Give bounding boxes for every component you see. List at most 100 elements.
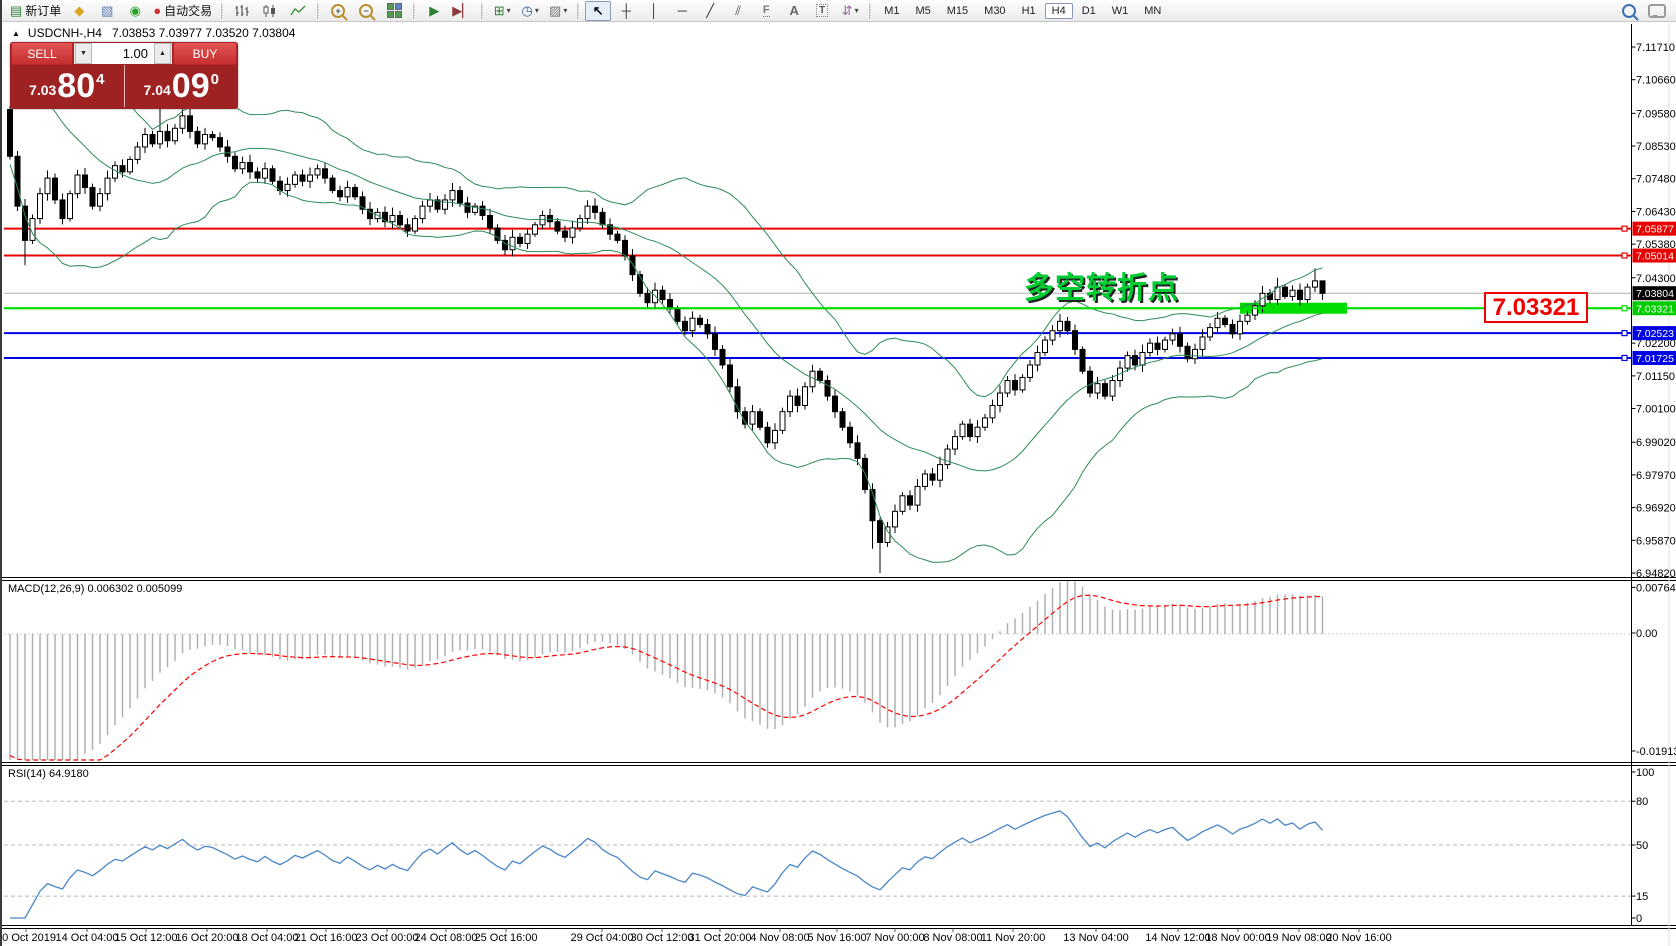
zoom-out-button[interactable]: − <box>353 1 379 21</box>
new-order-button[interactable]: ▤ 新订单 <box>7 1 64 21</box>
timeframe-m1[interactable]: M1 <box>884 4 900 17</box>
time-label: 4 Nov 08:00 <box>750 932 809 944</box>
price-tick-label: 7.00100 <box>1636 404 1676 416</box>
sell-price[interactable]: 7.03 80 4 <box>10 65 125 107</box>
buy-price[interactable]: 7.04 09 0 <box>125 65 239 107</box>
macd-signal-line <box>9 594 1323 761</box>
cursor-button[interactable]: ↖ <box>585 0 612 21</box>
time-label: 11 Nov 20:00 <box>981 932 1046 944</box>
chart-ohlc-values: 7.03853 7.03977 7.03520 7.03804 <box>111 26 296 40</box>
toolbar-separator <box>413 2 416 19</box>
timeframe-h4[interactable]: H4 <box>1044 2 1073 19</box>
chevron-down-icon: ▾ <box>563 6 568 15</box>
volume-input[interactable] <box>92 43 154 64</box>
auto-scroll-button[interactable]: ▶ <box>421 1 447 21</box>
text-label-button[interactable]: T <box>809 1 835 21</box>
time-label: 7 Nov 00:00 <box>865 932 924 944</box>
one-click-trading-panel: SELL ▼ ▲ BUY 7.03 80 4 7.04 09 0 <box>10 42 238 109</box>
chart-candles-button[interactable] <box>257 1 283 21</box>
price-callout-7-03321[interactable]: 7.03321 <box>1484 292 1588 323</box>
chevron-down-icon: ▾ <box>854 6 859 15</box>
bollinger-middle-line <box>12 42 1323 472</box>
zoom-in-button[interactable]: + <box>325 1 351 21</box>
time-label: 8 Nov 08:00 <box>923 932 982 944</box>
market-watch-button[interactable]: ◆ <box>66 1 92 21</box>
fibonacci-button[interactable]: F <box>753 1 779 21</box>
timeframe-w1[interactable]: W1 <box>1111 4 1129 17</box>
time-label: 16 Oct 20:00 <box>176 932 239 944</box>
price-tick-label: 6.97970 <box>1636 470 1676 482</box>
templates-button[interactable]: ▨ ▾ <box>545 1 571 21</box>
buy-button[interactable]: BUY <box>173 42 237 65</box>
line-handle[interactable] <box>1621 225 1628 232</box>
sell-price-big: 80 <box>57 67 96 105</box>
price-badge <box>1632 350 1676 365</box>
collapse-icon[interactable]: ▲ <box>12 28 20 38</box>
chart-bars-button[interactable] <box>229 1 255 21</box>
chart-window-button[interactable]: ▧ <box>94 1 120 21</box>
crosshair-button[interactable]: ┼ <box>613 1 639 21</box>
chart-line-button[interactable] <box>285 1 311 21</box>
signal-button[interactable]: ◉ <box>122 1 148 21</box>
line-handle[interactable] <box>1621 354 1628 362</box>
tile-windows-icon <box>386 3 402 18</box>
rsi-line <box>10 810 1323 919</box>
timeframe-d1[interactable]: D1 <box>1081 4 1096 17</box>
timeframe-m15[interactable]: M15 <box>946 4 969 17</box>
tile-windows-button[interactable] <box>381 1 407 21</box>
crosshair-icon: ┼ <box>621 3 631 18</box>
autotrade-button[interactable]: ● 自动交易 <box>150 1 215 21</box>
price-badge-label: 7.01725 <box>1636 353 1674 365</box>
channel-button[interactable]: ⫽ <box>725 1 751 21</box>
text-icon: A <box>789 3 799 18</box>
search-button[interactable] <box>1616 1 1642 21</box>
price-tick-label: 6.99020 <box>1636 437 1676 449</box>
text-label-icon: T <box>816 4 829 17</box>
horizontal-line-button[interactable]: ─ <box>669 1 695 21</box>
time-label: 10 Oct 2019 <box>2 932 56 944</box>
arrows-icon: ⇵ <box>841 3 853 18</box>
volume-decrease-button[interactable]: ▼ <box>75 43 92 64</box>
price-tick-label: 7.08530 <box>1636 141 1676 153</box>
sell-button[interactable]: SELL <box>11 42 73 65</box>
new-order-label: 新订单 <box>25 4 62 18</box>
timeframe-h1[interactable]: H1 <box>1021 4 1036 17</box>
price-tick-label: 7.07480 <box>1636 174 1676 186</box>
vertical-line-icon: │ <box>650 3 659 18</box>
price-axis[interactable]: 7.11710 7.10660 7.09580 7.08530 7.07480 7.064… <box>1621 42 1676 925</box>
chart-shift-button[interactable]: ▶▏ <box>449 1 475 21</box>
rsi-tick-label: 80 <box>1636 796 1648 808</box>
vertical-line-button[interactable]: │ <box>641 1 667 21</box>
timeframe-mn[interactable]: MN <box>1144 4 1162 17</box>
sell-price-sup: 4 <box>96 70 105 88</box>
rsi-pane <box>4 800 1632 919</box>
line-handle[interactable] <box>1621 252 1628 259</box>
chevron-down-icon: ▾ <box>506 6 511 15</box>
periods-button[interactable]: ◷ ▾ <box>517 1 543 21</box>
text-button[interactable]: A <box>781 1 807 21</box>
chevron-down-icon: ▾ <box>534 6 539 15</box>
chat-icon <box>1648 3 1666 18</box>
time-label: 14 Nov 12:00 <box>1145 932 1210 944</box>
price-tick-label: 6.94820 <box>1636 568 1676 580</box>
price-tick-label: 7.01150 <box>1636 371 1675 383</box>
indicators-button[interactable]: ⊞ ▾ <box>489 1 515 21</box>
line-handle[interactable] <box>1621 330 1628 337</box>
chat-button[interactable] <box>1644 1 1670 21</box>
arrows-button[interactable]: ⇵ ▾ <box>837 1 863 21</box>
new-order-icon: ▤ <box>10 3 23 18</box>
line-handle[interactable] <box>1621 305 1628 312</box>
volume-increase-button[interactable]: ▲ <box>154 43 171 64</box>
price-tick-label: 7.04300 <box>1636 273 1676 285</box>
search-icon <box>1622 3 1636 18</box>
trendline-button[interactable]: ╱ <box>697 1 723 21</box>
bull-bear-turning-point-label[interactable]: 多空转折点 <box>1024 272 1179 305</box>
timeframe-m5[interactable]: M5 <box>915 4 931 17</box>
sell-price-small: 7.03 <box>29 82 57 98</box>
timeframe-m30[interactable]: M30 <box>984 4 1006 17</box>
channel-icon: ⫽ <box>735 3 742 18</box>
autotrade-icon: ● <box>153 3 162 18</box>
